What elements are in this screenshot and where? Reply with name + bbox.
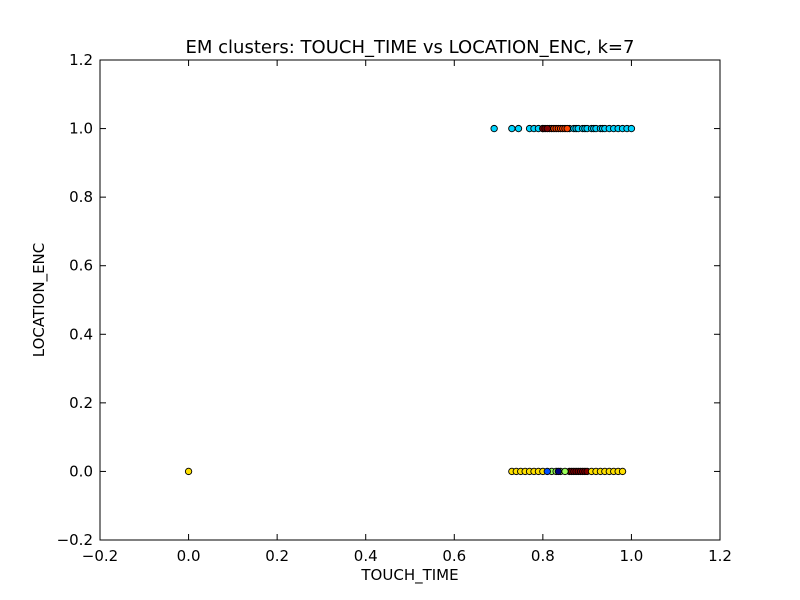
x-tick-label: 1.2 (708, 547, 732, 565)
scatter-point (184, 467, 193, 476)
y-tick-label: 1.0 (69, 120, 93, 138)
tick-layer: −0.2 0.0 0.2 0.4 0.6 0.8 1.0 1.2 −0.2 0.0 0.2 0.4 0.… (57, 51, 732, 565)
scatter-point (618, 467, 627, 476)
scatter-point (514, 124, 523, 133)
y-tick-label: 0.2 (69, 394, 93, 412)
x-tick-label: −0.2 (82, 547, 118, 565)
y-tick-label: 0.6 (69, 257, 93, 275)
y-tick-label: 0.8 (69, 188, 93, 206)
x-tick-label: 0.2 (265, 547, 289, 565)
points-layer (184, 124, 636, 476)
scatter-point (627, 124, 636, 133)
plot-frame (99, 59, 721, 541)
y-tick-label: −0.2 (57, 531, 93, 549)
scatter-point (561, 467, 569, 476)
x-tick-label: 0.6 (442, 547, 466, 565)
scatter-point (490, 124, 498, 133)
scatter-point (543, 467, 551, 476)
x-tick-label: 1.0 (619, 547, 643, 565)
scatter-point (563, 124, 571, 133)
scatter-point (543, 124, 551, 133)
scatter-point (508, 124, 516, 133)
x-axis-label: TOUCH_TIME (360, 566, 458, 585)
y-axis-label: LOCATION_ENC (30, 243, 49, 358)
x-tick-label: 0.0 (177, 547, 201, 565)
scatter-point (554, 467, 563, 476)
y-tick-label: 1.2 (69, 51, 93, 69)
chart-title: EM clusters: TOUCH_TIME vs LOCATION_ENC,… (186, 37, 635, 58)
x-tick-label: 0.4 (354, 547, 378, 565)
y-tick-label: 0.4 (69, 325, 93, 343)
x-tick-label: 0.8 (531, 547, 555, 565)
y-tick-label: 0.0 (69, 462, 93, 480)
